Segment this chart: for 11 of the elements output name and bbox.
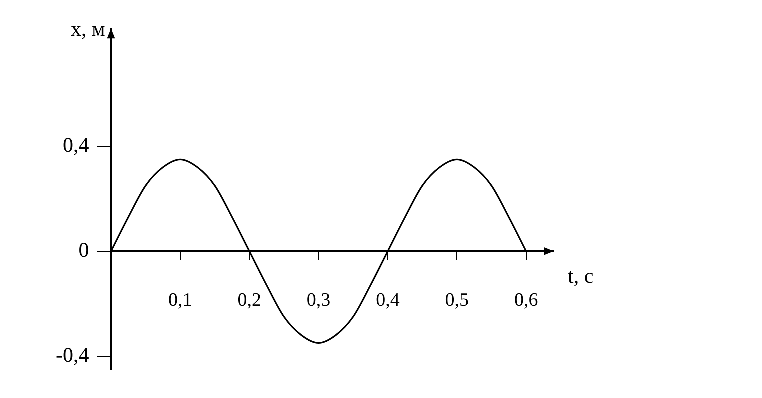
x-tick-label: 0,4	[376, 290, 400, 311]
y-tick-label: 0,4	[62, 133, 90, 158]
y-tick-label: -0,4	[56, 342, 90, 367]
y-axis-title: x, м	[70, 17, 106, 42]
x-tick-label: 0,1	[168, 290, 192, 311]
x-tick-label: 0,6	[514, 290, 538, 311]
y-tick-label: 0	[78, 238, 90, 262]
x-tick-label: 0,5	[445, 290, 470, 311]
x-axis-title: t, с	[568, 264, 594, 288]
x-tick-label: 0,3	[306, 290, 331, 311]
x-tick-label: 0,2	[238, 290, 262, 311]
